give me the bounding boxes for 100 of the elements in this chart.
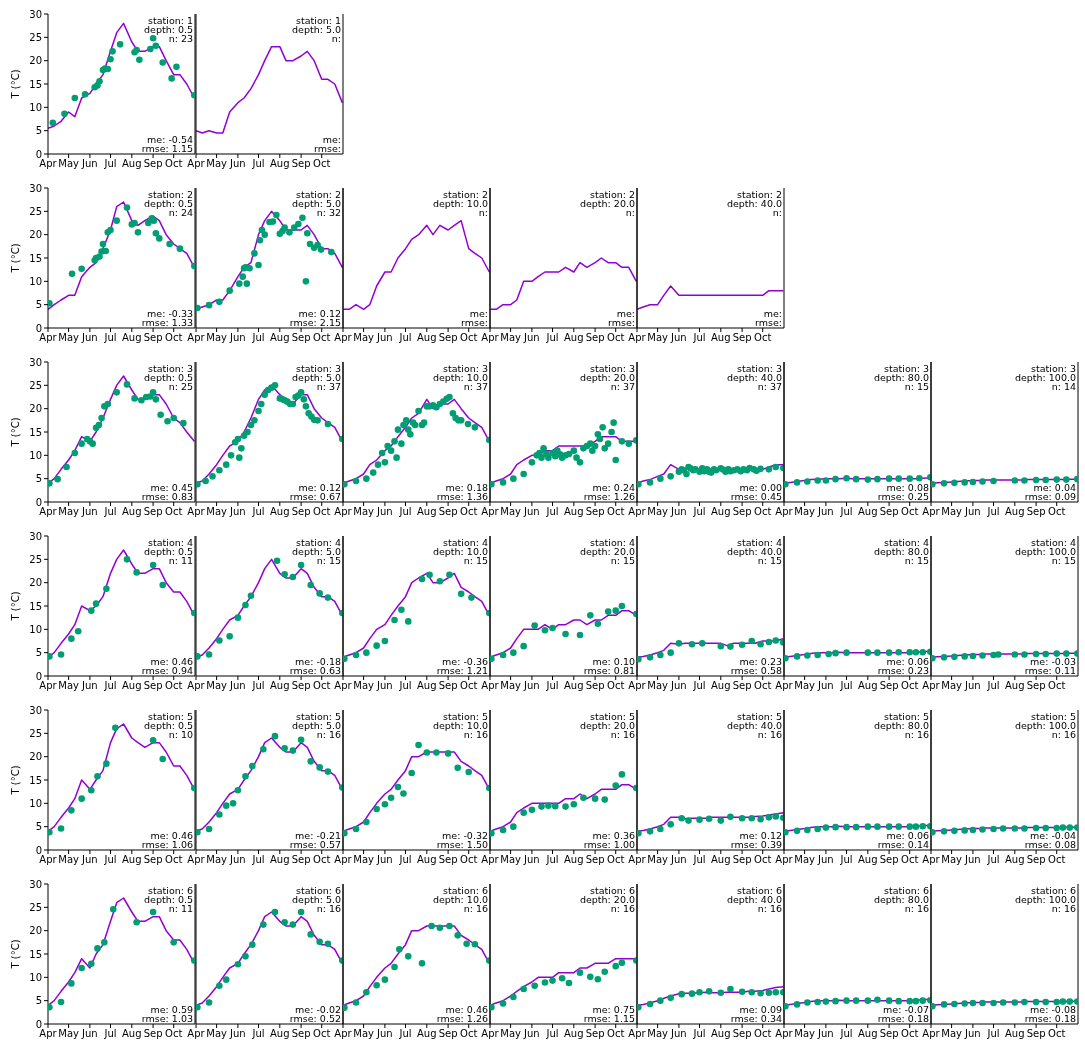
x-tick-label: Oct — [460, 506, 478, 518]
annotation: n: 14 — [1050, 381, 1076, 392]
x-tick-label: Sep — [585, 332, 605, 344]
annotation: station: 2 — [589, 189, 635, 200]
x-tick-label: Jun — [523, 680, 540, 692]
annotation: station: 6 — [1030, 885, 1076, 896]
x-tick-label: Jun — [523, 854, 540, 866]
annotation: depth: 100.0 — [1014, 372, 1076, 383]
x-tick-label: Jun — [817, 506, 834, 518]
annotation: depth: 80.0 — [873, 546, 929, 557]
x-tick-label: Jul — [692, 1028, 706, 1040]
y-tick-label: 5 — [35, 647, 42, 659]
annotation: n: 15 — [316, 555, 341, 566]
annotation: station: 4 — [883, 537, 929, 548]
annotation: station: 3 — [295, 363, 341, 374]
annotation: me: — [321, 134, 341, 145]
annotation: rmse: 1.00 — [583, 839, 635, 850]
x-tick-label: Sep — [438, 680, 458, 692]
x-tick-label: Aug — [564, 332, 584, 344]
annotation: me: -0.54 — [146, 134, 193, 145]
y-axis-title: T (°C) — [9, 243, 21, 274]
x-tick-label: Sep — [879, 680, 899, 692]
annotation: depth: 5.0 — [292, 24, 341, 35]
x-tick-label: Oct — [901, 854, 919, 866]
y-tick-label: 10 — [29, 449, 42, 461]
x-tick-label: Sep — [291, 680, 311, 692]
x-tick-label: Sep — [143, 1028, 163, 1040]
x-tick-label: May — [58, 506, 80, 518]
x-tick-label: Apr — [39, 854, 58, 866]
annotation: n: 37 — [316, 381, 341, 392]
x-tick-label: Jul — [692, 506, 706, 518]
annotation: rmse: 1.15 — [583, 1013, 635, 1024]
y-tick-label: 10 — [29, 275, 42, 287]
annotation: rmse: 0.63 — [289, 665, 341, 676]
annotation: rmse: 0.83 — [141, 491, 193, 502]
y-tick-label: 5 — [35, 125, 42, 137]
x-tick-label: Apr — [187, 158, 206, 170]
x-tick-label: Apr — [39, 1028, 58, 1040]
x-tick-label: Aug — [122, 158, 142, 170]
x-tick-label: Jul — [545, 506, 559, 518]
x-tick-label: Aug — [122, 680, 142, 692]
x-tick-label: May — [794, 854, 816, 866]
y-tick-label: 15 — [29, 774, 42, 786]
annotation: n: 23 — [168, 33, 193, 44]
annotation: rmse: — [755, 317, 782, 328]
y-tick-label: 20 — [29, 55, 42, 67]
annotation: me: -0.07 — [882, 1004, 929, 1015]
annotation: n: 25 — [168, 381, 193, 392]
x-tick-label: Aug — [270, 854, 290, 866]
x-tick-label: May — [353, 854, 375, 866]
x-tick-label: Oct — [460, 332, 478, 344]
y-tick-label: 5 — [35, 995, 42, 1007]
annotation: depth: 5.0 — [292, 546, 341, 557]
y-tick-label: 0 — [35, 844, 42, 856]
annotation: me: -0.04 — [1029, 830, 1076, 841]
x-tick-label: Sep — [291, 1028, 311, 1040]
y-tick-label: 25 — [29, 379, 42, 391]
x-tick-label: Apr — [481, 1028, 500, 1040]
annotation: rmse: 0.39 — [730, 839, 782, 850]
x-tick-label: May — [353, 332, 375, 344]
annotation: depth: 20.0 — [579, 372, 635, 383]
x-tick-label: May — [353, 506, 375, 518]
x-tick-label: Jul — [398, 680, 412, 692]
x-tick-label: May — [58, 158, 80, 170]
x-tick-label: Apr — [334, 506, 353, 518]
annotation: rmse: 0.23 — [877, 665, 929, 676]
x-tick-label: Jun — [523, 506, 540, 518]
annotation: rmse: 1.15 — [141, 143, 193, 154]
x-tick-label: May — [941, 506, 963, 518]
y-tick-label: 10 — [29, 971, 42, 983]
annotation: rmse: 0.25 — [877, 491, 929, 502]
annotation: n: 16 — [610, 729, 635, 740]
annotation: rmse: 0.11 — [1024, 665, 1076, 676]
x-tick-label: May — [58, 854, 80, 866]
x-tick-label: May — [941, 680, 963, 692]
x-tick-label: Jun — [81, 1028, 98, 1040]
x-tick-label: Aug — [564, 680, 584, 692]
x-tick-label: Aug — [270, 1028, 290, 1040]
x-tick-label: May — [941, 1028, 963, 1040]
annotation: me: — [468, 308, 488, 319]
annotation: station: 5 — [589, 711, 635, 722]
x-tick-label: Sep — [143, 854, 163, 866]
annotation: depth: 0.5 — [144, 546, 193, 557]
x-tick-label: Jun — [81, 158, 98, 170]
annotation: me: 0.75 — [591, 1004, 635, 1015]
x-tick-label: Jul — [692, 854, 706, 866]
annotation: n: 16 — [757, 729, 782, 740]
x-tick-label: Jun — [376, 332, 393, 344]
x-tick-label: Jul — [103, 158, 117, 170]
x-tick-label: Jun — [817, 854, 834, 866]
x-tick-label: Oct — [460, 1028, 478, 1040]
x-tick-label: Aug — [417, 506, 437, 518]
x-tick-label: Aug — [270, 332, 290, 344]
x-tick-label: Jul — [545, 1028, 559, 1040]
x-tick-label: Aug — [417, 1028, 437, 1040]
annotation: depth: 40.0 — [726, 372, 782, 383]
annotation: me: 0.46 — [149, 830, 193, 841]
x-tick-label: Aug — [1005, 680, 1025, 692]
annotation: rmse: 0.14 — [877, 839, 929, 850]
annotation: station: 4 — [295, 537, 341, 548]
